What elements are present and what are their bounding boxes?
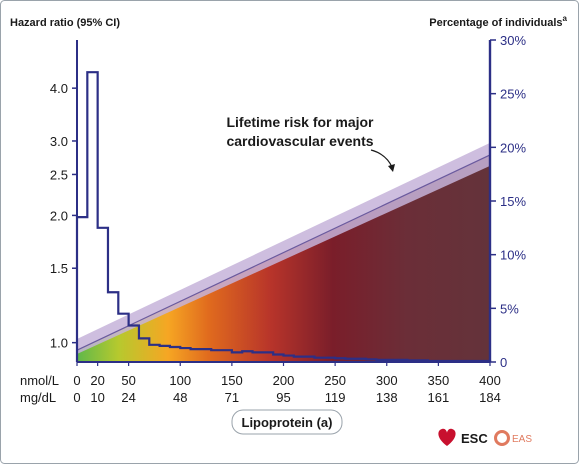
x-tick-label-nmol: 20 [90,373,104,388]
x-axis-title-text: Lipoprotein (a) [242,415,333,430]
y-left-axis-label: Hazard ratio (95% CI) [10,17,120,29]
ci-band-layer [76,142,491,355]
y-left-tick-label: 1.0 [50,336,68,351]
annotation-arrow-head [388,164,395,172]
x-tick-label-nmol: 200 [273,373,295,388]
y-left-tick-label: 2.5 [50,167,68,182]
y-right-tick-label: 10% [500,248,526,263]
x-tick-label-nmol: 50 [121,373,135,388]
distribution-layer [75,71,492,363]
x-tick-label-nmol: 150 [221,373,243,388]
y-right-tick-label: 5% [500,301,519,316]
y-right-tick-label: 30% [500,33,526,48]
esc-logo-text: ESC [461,431,488,446]
x-tick-label-mgdl: 24 [121,390,135,405]
x-tick-label-nmol: 0 [73,373,80,388]
y-left-tick-label: 2.0 [50,208,68,223]
x-tick-label-mgdl: 95 [276,390,290,405]
eas-logo-text: EAS [512,434,532,445]
y-left-tick-label: 1.5 [50,261,68,276]
x-tick-label-nmol: 100 [169,373,191,388]
x-tick-label-mgdl: 138 [376,390,398,405]
annotation-line-1: Lifetime risk for major [226,114,374,130]
eas-logo: EAS [494,430,532,446]
x-tick-label-nmol: 350 [428,373,450,388]
eas-logo-icon [494,430,510,446]
y-right-axis-label: Percentage of individualsa [429,14,567,29]
y-right-axis-label-superscript: a [563,14,568,23]
x-tick-label-mgdl: 119 [325,390,346,405]
annotation-arrow [370,149,393,168]
y-left-tick-label: 3.0 [50,134,68,149]
x-tick-label-mgdl: 184 [479,390,501,405]
esc-heart-icon [438,428,456,446]
y-right-tick-label: 15% [500,194,526,209]
x-tick-labels: 0 0 20 10 50 24 100 48 150 71 200 95 250 119 300 138 350… [73,362,501,405]
x-tick-label-mgdl: 48 [173,390,187,405]
x-unit-mgdl: mg/dL [20,390,56,405]
risk-line [76,154,491,351]
x-axis-title: Lipoprotein (a) [231,409,343,435]
x-tick-label-mgdl: 0 [73,390,80,405]
x-tick-label-mgdl: 10 [90,390,104,405]
x-tick-label-mgdl: 161 [428,390,450,405]
x-tick-label-mgdl: 71 [225,390,239,405]
x-unit-nmol: nmol/L [20,373,59,388]
y-right-tick-label: 20% [500,140,526,155]
y-right-axis-label-text: Percentage of individuals [429,17,562,29]
x-axis-title-box [231,409,343,435]
x-tick-label-nmol: 300 [376,373,398,388]
y-left-tick-label: 4.0 [50,81,68,96]
x-tick-label-nmol: 400 [479,373,501,388]
axes-layer: 1.0 1.5 2.0 2.5 3.0 4.0 0 5% 10% 15% 20% 25% 30% [50,33,527,370]
y-right-tick-label: 25% [500,87,526,102]
x-tick-label-nmol: 250 [324,373,346,388]
esc-logo: ESC [438,428,488,446]
y-right-tick-label: 0 [500,355,507,370]
distribution-step-line [75,71,492,363]
annotation-line-2: cardiovascular events [226,133,373,149]
